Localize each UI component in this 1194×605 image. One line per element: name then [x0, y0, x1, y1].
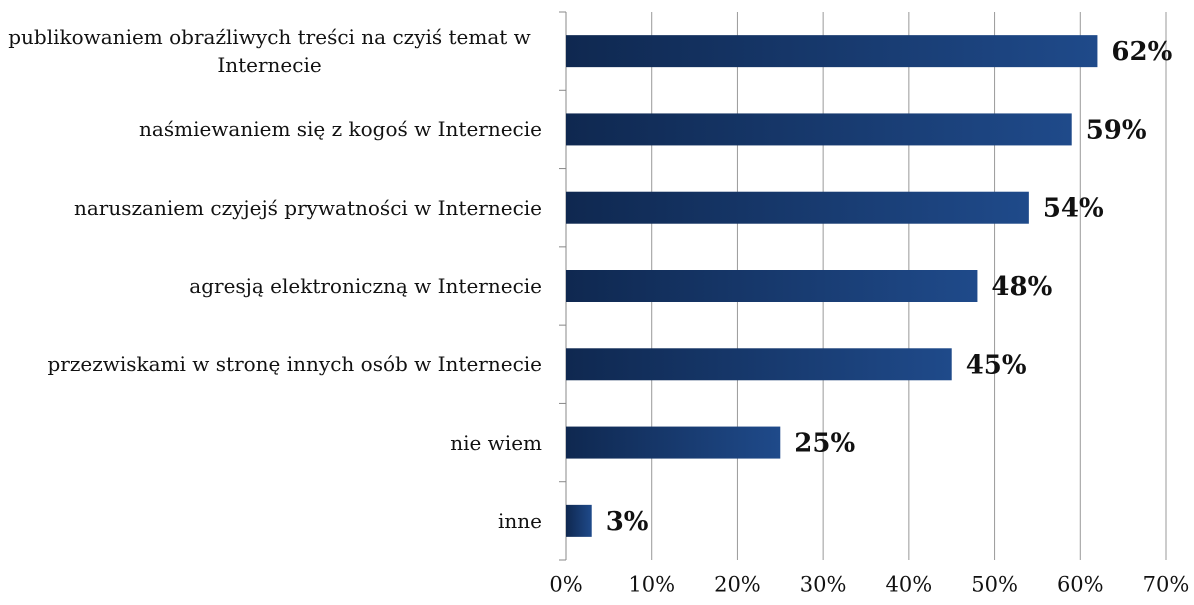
value-label: 45%	[966, 350, 1027, 380]
y-tick-label: naruszaniem czyjejś prywatności w Intern…	[73, 195, 542, 220]
category-label-box: agresją elektroniczną w Internecie	[0, 272, 542, 300]
x-tick-label: 60%	[1057, 573, 1104, 597]
value-label: 59%	[1086, 115, 1147, 145]
y-tick-label: inne	[498, 508, 542, 533]
bar	[566, 113, 1072, 146]
category-label-box: naśmiewaniem się z kogoś w Internecie	[0, 115, 542, 143]
y-tick-label: naśmiewaniem się z kogoś w Internecie	[139, 117, 542, 142]
value-label: 54%	[1043, 194, 1104, 224]
x-tick-label: 30%	[800, 573, 847, 597]
bar	[566, 35, 1098, 68]
x-tick-label: 70%	[1143, 573, 1190, 597]
category-label-box: publikowaniem obraźliwych treści na czyi…	[0, 23, 542, 79]
bar	[566, 426, 781, 459]
bar	[566, 270, 978, 302]
value-label: 25%	[794, 429, 855, 459]
category-label-box: naruszaniem czyjejś prywatności w Intern…	[0, 194, 542, 222]
value-label: 3%	[606, 507, 649, 537]
x-tick-label: 50%	[971, 573, 1018, 597]
category-label-box: inne	[0, 507, 542, 535]
bar	[566, 504, 592, 537]
value-label: 62%	[1111, 37, 1172, 67]
y-tick-label: przezwiskami w stronę innych osób w Inte…	[47, 352, 542, 377]
y-tick-label: nie wiem	[450, 430, 542, 455]
x-tick-label: 20%	[714, 573, 761, 597]
bar	[566, 348, 952, 381]
y-tick-label: agresją elektroniczną w Internecie	[189, 274, 542, 298]
x-tick-label: 0%	[549, 573, 582, 597]
bar	[566, 191, 1029, 224]
y-tick-label: publikowaniem obraźliwych treści na czyi…	[8, 25, 531, 78]
x-tick-label: 40%	[886, 573, 933, 597]
value-label: 48%	[991, 272, 1052, 302]
category-label-box: przezwiskami w stronę innych osób w Inte…	[0, 350, 542, 378]
x-tick-label: 10%	[628, 573, 675, 597]
category-label-box: nie wiem	[0, 429, 542, 457]
